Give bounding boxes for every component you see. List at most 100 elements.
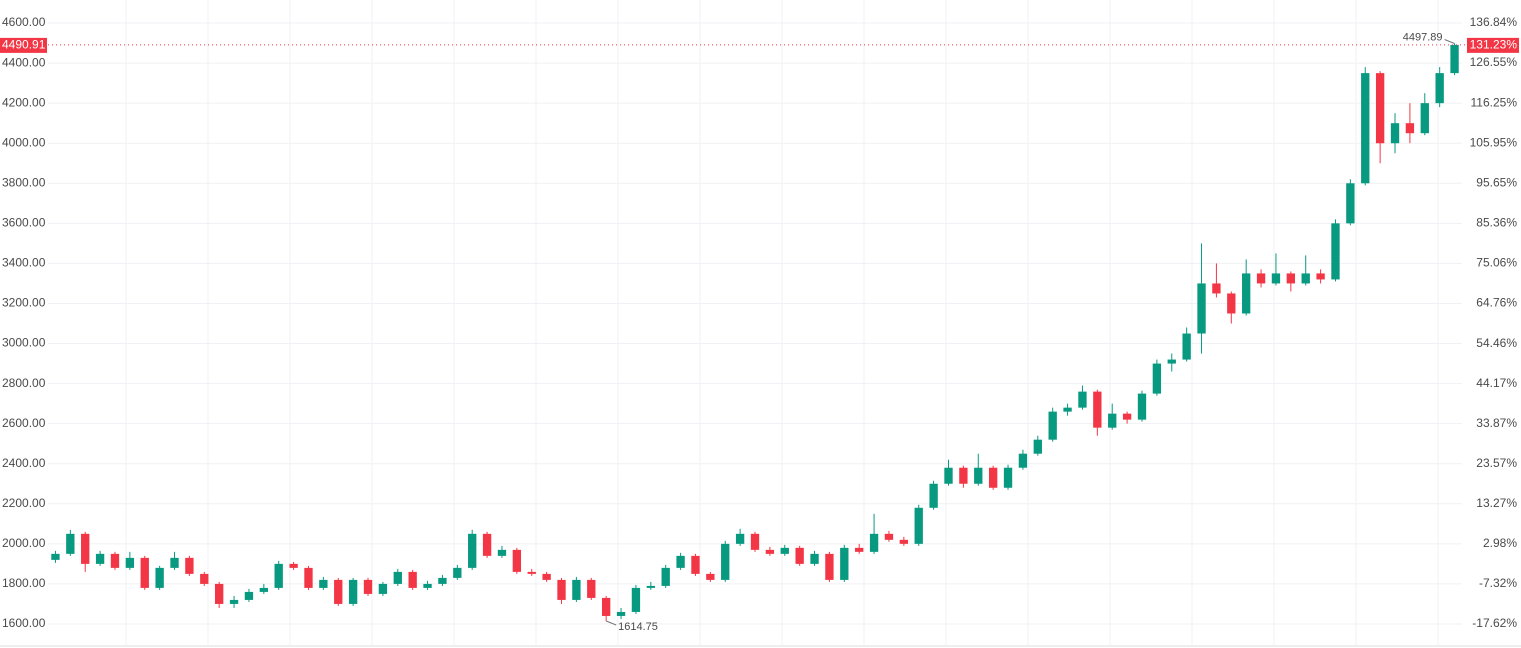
candle-body (468, 533, 477, 568)
candle-body (795, 547, 804, 564)
candle-body (1182, 333, 1191, 360)
candle-body (1450, 44, 1459, 74)
y-tick-label: 1800.00 (2, 576, 46, 590)
high-pointer (1444, 39, 1455, 44)
candle-body (825, 553, 834, 580)
candle-body (438, 577, 447, 584)
candle-body (1256, 273, 1266, 284)
candle-body (810, 553, 819, 564)
candle-body (125, 557, 135, 568)
y-tick-label: 2200.00 (2, 496, 46, 510)
y-tick-label: 1600.00 (2, 616, 46, 630)
candle-body (1271, 273, 1281, 284)
candle-body (601, 597, 611, 616)
candle-body (1346, 183, 1355, 224)
candle-body (304, 567, 313, 588)
candle-body (1137, 393, 1147, 420)
candle-body (215, 583, 224, 604)
candle-body (661, 567, 670, 586)
candle-body (512, 549, 522, 572)
y2-tick-label: 44.17% (1476, 376, 1517, 390)
candle-body (1093, 391, 1102, 428)
candle-body (1316, 273, 1325, 280)
candle-body (66, 533, 75, 554)
candle-body (51, 553, 60, 560)
candle-body (1003, 467, 1013, 488)
candle-body (884, 533, 894, 540)
candle-body (1078, 391, 1087, 408)
candle-body (378, 583, 388, 594)
y2-tick-label: 126.55% (1470, 55, 1518, 69)
candle-body (95, 553, 105, 564)
candle-body (1197, 283, 1206, 334)
candle-body (1405, 123, 1415, 134)
y-tick-label: 4000.00 (2, 135, 46, 149)
candle-body (259, 587, 268, 592)
last-percent-box (1467, 37, 1519, 53)
y2-tick-label: 95.65% (1476, 175, 1517, 189)
candle-body (185, 557, 194, 574)
candle-body (1301, 273, 1310, 284)
candle-body (899, 539, 909, 544)
candle-body (200, 573, 209, 584)
candle-body (423, 583, 432, 588)
candle-body (706, 573, 715, 580)
candle-body (482, 533, 492, 556)
y-tick-label: 4400.00 (2, 55, 46, 69)
candle-body (229, 599, 239, 604)
candle-body (944, 467, 953, 484)
candle-body (572, 579, 581, 600)
y-tick-label: 4200.00 (2, 95, 46, 109)
candle-body (750, 533, 760, 550)
candle-body (348, 579, 358, 604)
y2-tick-label: 23.57% (1476, 456, 1517, 470)
candle-body (974, 467, 983, 484)
last-price-label: 4490.91 (2, 38, 46, 52)
high-label: 4497.89 (1403, 31, 1443, 43)
candle-body (855, 547, 864, 552)
candle-body (988, 467, 998, 488)
candle-body (527, 571, 536, 574)
candle-body (1435, 73, 1444, 104)
y-tick-label: 2000.00 (2, 536, 46, 550)
candle-body (929, 483, 938, 508)
candle-body (1242, 273, 1251, 314)
y-tick-label: 3400.00 (2, 256, 46, 270)
candle-body (691, 555, 700, 574)
candle-body (1108, 413, 1117, 428)
y-tick-label: 3600.00 (2, 216, 46, 230)
candle-body (1018, 453, 1028, 468)
y2-tick-label: 116.25% (1471, 95, 1518, 109)
candle-body (110, 553, 120, 568)
last-price-box (0, 37, 47, 53)
candle-body (1420, 103, 1429, 134)
candle-body (81, 533, 90, 564)
y2-tick-label: 13.27% (1476, 496, 1517, 510)
candle-body (676, 555, 685, 568)
candle-body (274, 563, 283, 588)
candle-body (1152, 363, 1162, 394)
y2-tick-label: 33.87% (1476, 416, 1517, 430)
candle-body (1286, 273, 1295, 284)
candle-body (557, 579, 566, 600)
candle-body (840, 547, 849, 580)
candle-body (393, 571, 402, 584)
candle-body (497, 549, 507, 556)
candle-body (780, 547, 789, 554)
candle-body (959, 467, 968, 484)
y2-tick-label: 2.98% (1483, 536, 1517, 550)
candle-body (1063, 407, 1072, 412)
candle-body (542, 573, 551, 580)
last-percent-label: 131.23% (1470, 38, 1518, 52)
low-pointer (605, 620, 617, 626)
candle-body (289, 563, 298, 568)
y2-tick-label: 75.06% (1476, 256, 1517, 270)
y-tick-label: 2800.00 (2, 376, 46, 390)
candle-body (140, 557, 149, 588)
candle-body (646, 585, 655, 588)
candle-body (1212, 283, 1221, 294)
y-tick-label: 2600.00 (2, 416, 46, 430)
candle-body (616, 611, 626, 616)
y-tick-label: 2400.00 (2, 456, 46, 470)
